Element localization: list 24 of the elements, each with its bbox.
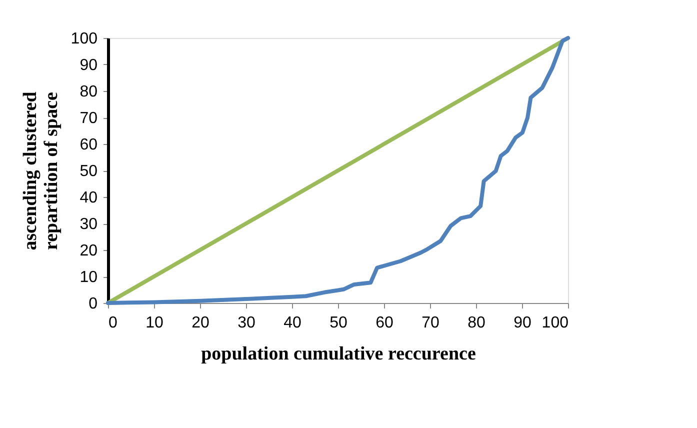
x-tick-label: 10 (146, 314, 164, 332)
y-tick-label: 80 (80, 84, 98, 100)
y-tick-label: 40 (80, 190, 98, 206)
x-axis-title: population cumulative reccurence (201, 344, 476, 364)
y-axis-title: ascending clustered repartition of space (20, 91, 62, 250)
x-tick-label: 40 (284, 314, 302, 332)
x-tick-label: 100 (542, 314, 569, 332)
y-tick-label: 60 (80, 136, 98, 154)
x-tick-label: 50 (330, 314, 348, 332)
y-tick-label: 70 (80, 110, 98, 127)
x-tick-label: 60 (376, 314, 394, 332)
x-tick-label: 30 (238, 314, 256, 332)
y-tick-label: 0 (88, 296, 98, 312)
x-tick-label: 0 (108, 314, 118, 332)
x-tick-label: 90 (514, 314, 532, 332)
x-tick-label: 70 (422, 314, 440, 332)
y-tick-label: 20 (80, 242, 98, 260)
y-tick-label: 90 (80, 57, 98, 74)
x-tick-label: 20 (192, 314, 210, 332)
x-tick-label: 80 (468, 314, 486, 332)
y-tick-label: 50 (80, 163, 98, 180)
y-tick-label: 30 (80, 216, 98, 233)
y-tick-label: 10 (80, 269, 98, 286)
y-tick-label: 100 (70, 30, 98, 48)
